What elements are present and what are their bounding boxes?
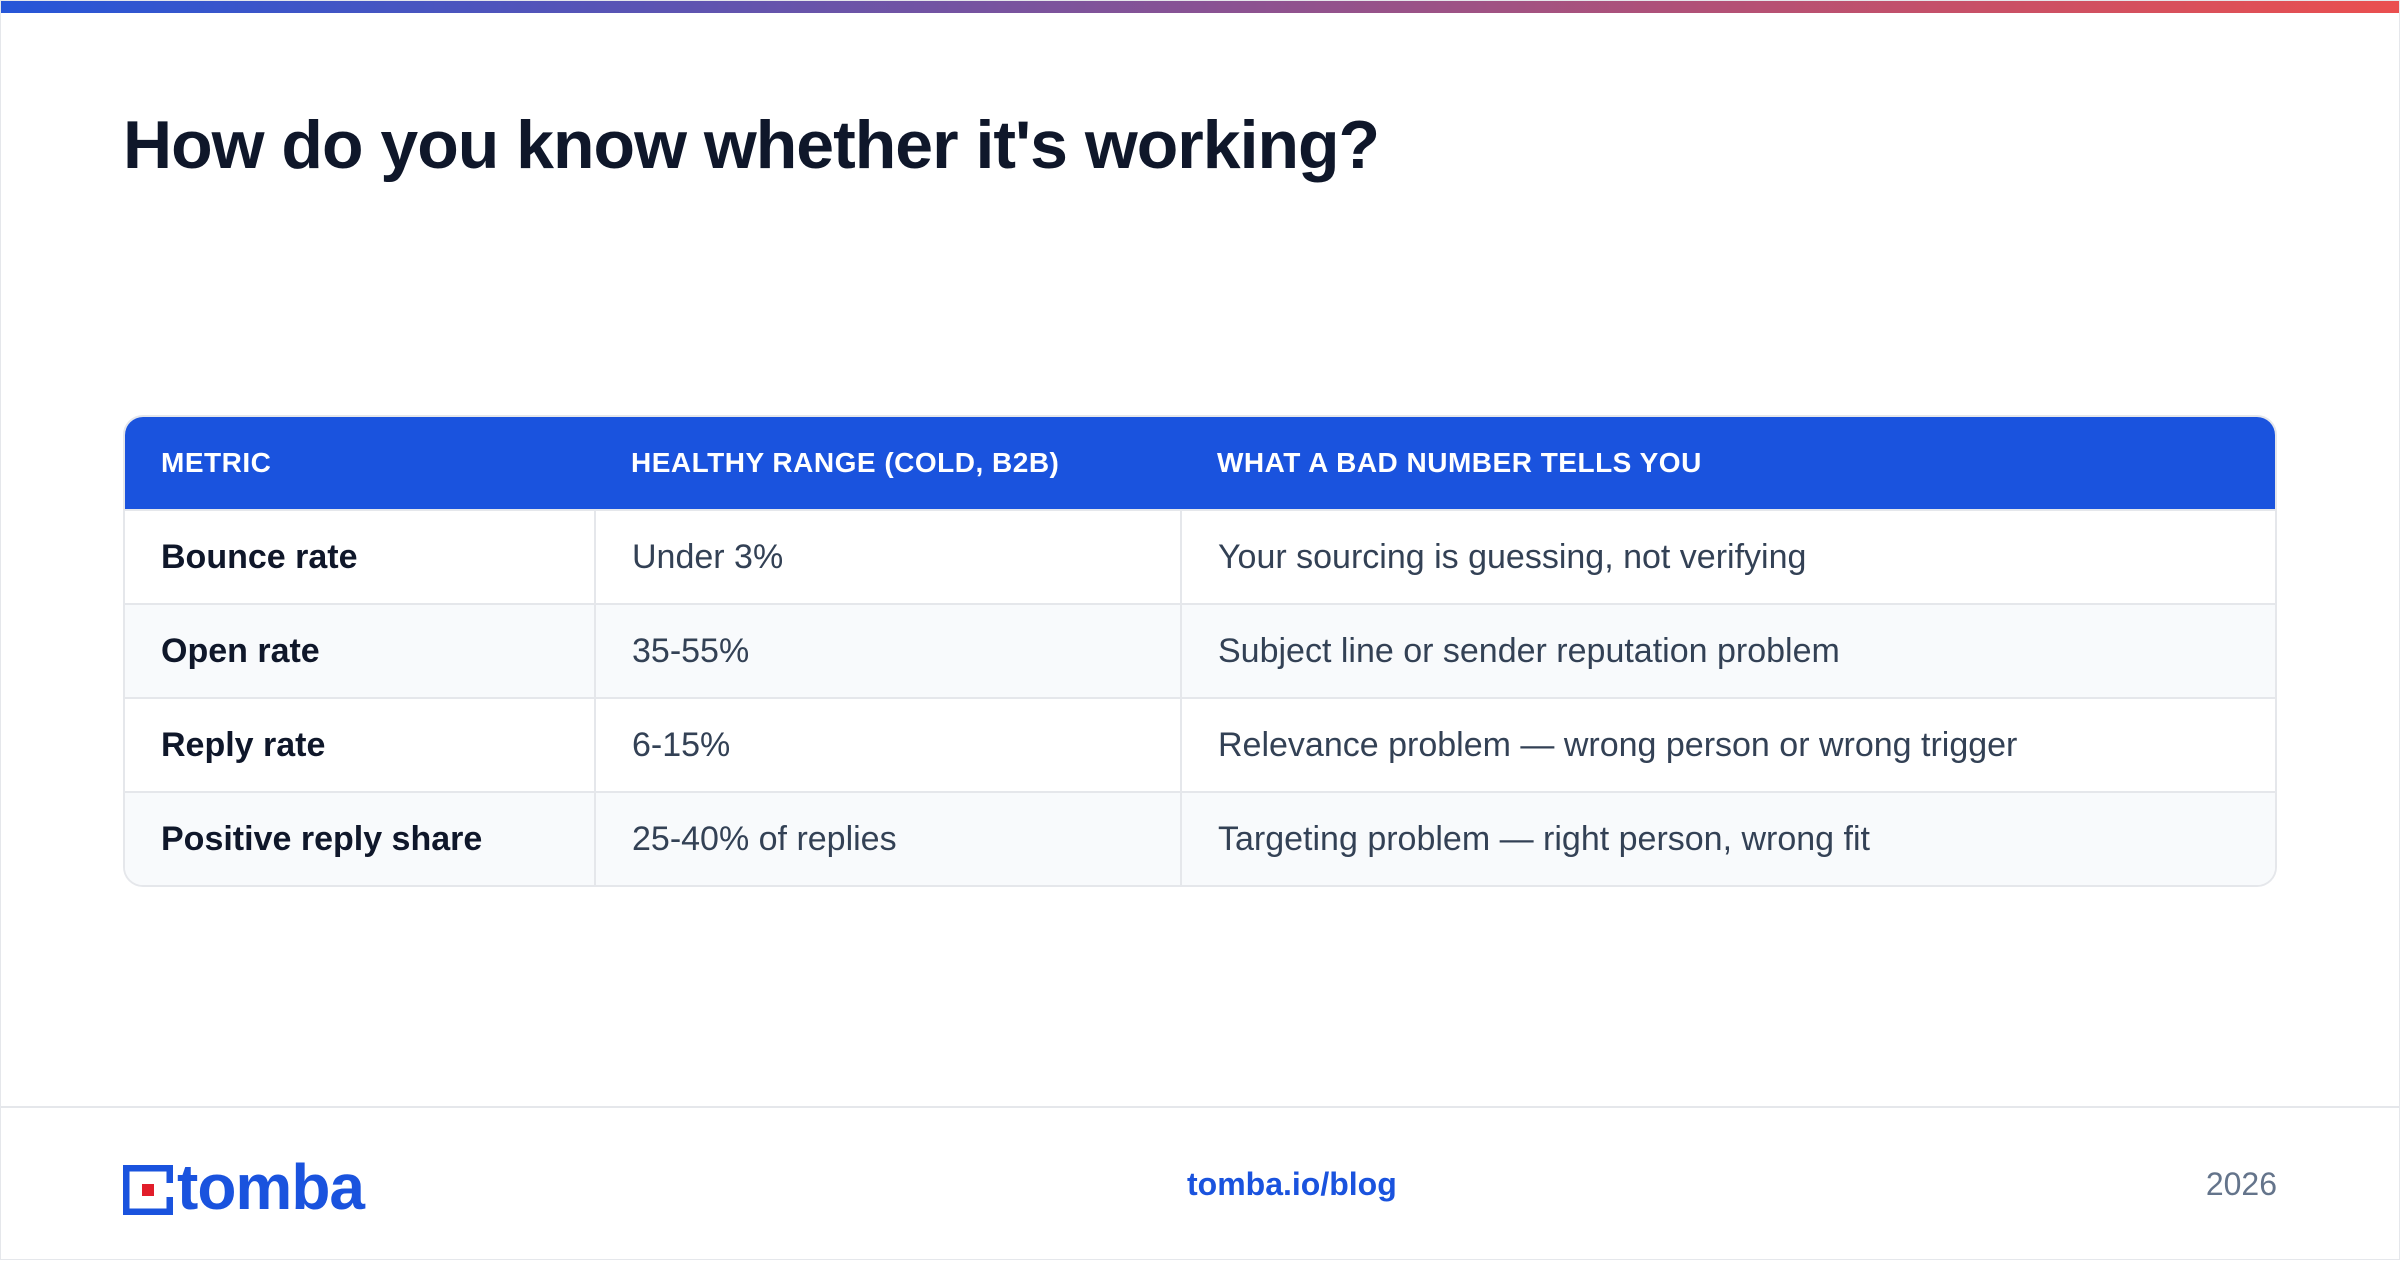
meaning-cell: Your sourcing is guessing, not verifying (1180, 509, 2275, 604)
gradient-top-bar (1, 1, 2399, 13)
table-row: Open rate 35-55% Subject line or sender … (125, 603, 2275, 698)
footer: tomba tomba.io/blog 2026 (1, 1106, 2399, 1261)
range-cell: 25-40% of replies (594, 791, 1181, 885)
tomba-logo[interactable]: tomba (123, 1151, 365, 1223)
header-bad-number-meaning: WHAT A BAD NUMBER TELLS YOU (1217, 447, 1702, 478)
table-row: Bounce rate Under 3% Your sourcing is gu… (125, 509, 2275, 604)
metrics-table: METRIC HEALTHY RANGE (COLD, B2B) WHAT A … (123, 415, 2277, 887)
meaning-cell: Targeting problem — right person, wrong … (1180, 791, 2275, 885)
meaning-cell: Subject line or sender reputation proble… (1180, 603, 2275, 698)
header-metric: METRIC (161, 447, 272, 478)
tomba-logo-mark-icon (123, 1165, 173, 1215)
footer-year: 2026 (2205, 1166, 2277, 1202)
logo-wordmark: tomba (177, 1151, 365, 1223)
header-healthy-range: HEALTHY RANGE (COLD, B2B) (631, 447, 1060, 478)
range-cell: Under 3% (594, 509, 1181, 604)
metric-cell: Bounce rate (125, 509, 595, 604)
blog-link[interactable]: tomba.io/blog (1187, 1166, 1397, 1202)
metric-cell: Positive reply share (125, 791, 595, 885)
table-row: Reply rate 6-15% Relevance problem — wro… (125, 697, 2275, 792)
metric-cell: Open rate (125, 603, 595, 698)
range-cell: 6-15% (594, 697, 1181, 792)
table-header-row: METRIC HEALTHY RANGE (COLD, B2B) WHAT A … (125, 417, 2275, 510)
meaning-cell: Relevance problem — wrong person or wron… (1180, 697, 2275, 792)
metric-cell: Reply rate (125, 697, 595, 792)
page-title: How do you know whether it's working? (123, 107, 1380, 183)
table-row: Positive reply share 25-40% of replies T… (125, 791, 2275, 885)
range-cell: 35-55% (594, 603, 1181, 698)
